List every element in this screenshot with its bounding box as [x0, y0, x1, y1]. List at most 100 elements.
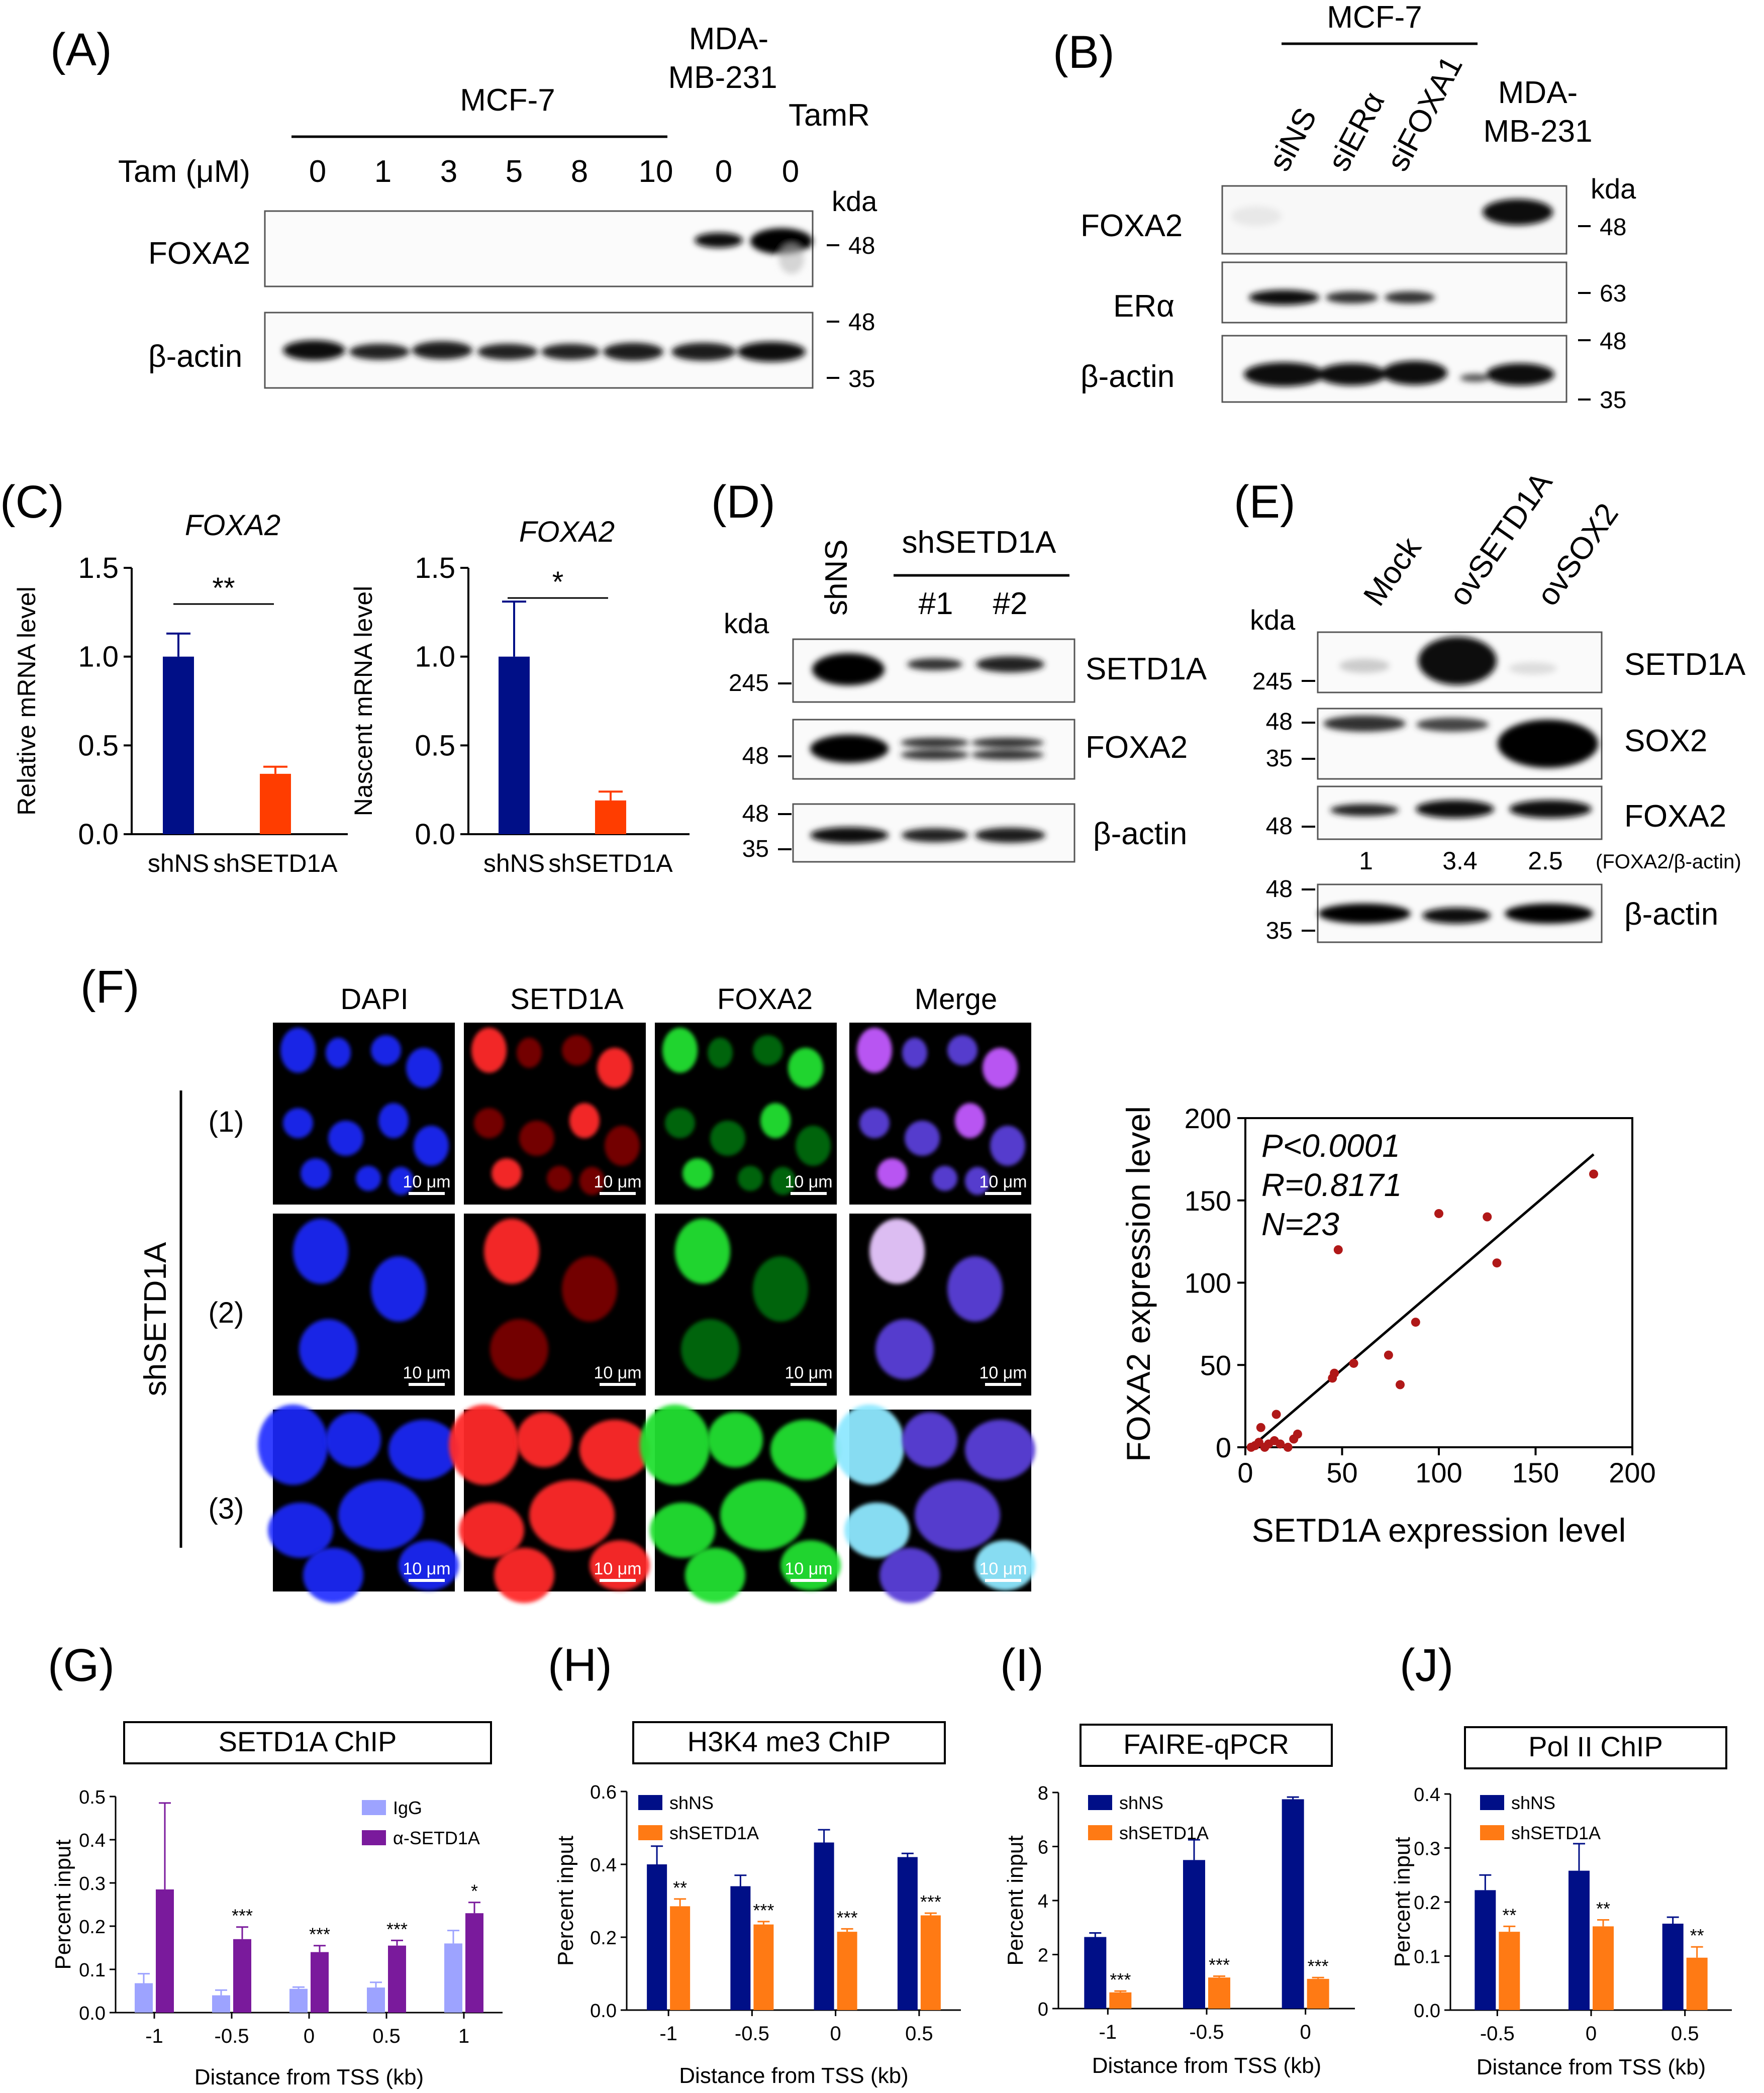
nucleus: [650, 1503, 715, 1558]
column-label: DAPI: [340, 983, 408, 1016]
legend-label: shSETD1A: [669, 1823, 759, 1843]
nucleus: [474, 1108, 504, 1138]
nucleus: [879, 1548, 940, 1603]
y-tick-label: 1.0: [415, 641, 455, 673]
lane-label: #2: [993, 586, 1028, 621]
nucleus: [753, 1035, 783, 1065]
y-tick-label: 0.0: [415, 818, 455, 851]
panel-a-tam-label: Tam (μM): [118, 154, 250, 189]
bar: [753, 1924, 774, 2010]
marker: 245: [729, 670, 769, 696]
y-axis-label: Percent input: [51, 1839, 75, 1969]
nucleus: [834, 1405, 905, 1485]
nucleus: [770, 1420, 841, 1480]
x-tick-label: -1: [1099, 2021, 1117, 2043]
significance-marker: ***: [1308, 1956, 1329, 1976]
y-tick-label: 1.0: [78, 641, 119, 673]
nucleus: [414, 1126, 449, 1166]
panel-j-letter: (J): [1400, 1640, 1453, 1691]
scale-bar-label: 10 μm: [594, 1172, 641, 1191]
significance-marker: ***: [232, 1906, 253, 1926]
bar: [260, 773, 291, 834]
bar: [1686, 1957, 1708, 2010]
blot-label-foxa2: FOXA2: [148, 236, 250, 271]
bar: [730, 1886, 751, 2010]
marker: 35: [848, 366, 875, 392]
x-tick-label: 0: [1586, 2023, 1597, 2045]
scatter-point: [1434, 1209, 1443, 1218]
x-tick-label: 0.5: [905, 2023, 933, 2045]
x-tick-label: 0.5: [1671, 2023, 1699, 2045]
bar: [156, 1889, 174, 2013]
nucleus: [590, 1540, 650, 1590]
x-axis-label: Distance from TSS (kb): [194, 2065, 424, 2089]
y-tick-label: 0: [1216, 1432, 1231, 1463]
panel-g: (G) SETD1A ChIP 0.0 0.1 0.2 0.3 0.4 0.5 -1 -0.5 *…: [48, 1640, 503, 2089]
ratio-value: 3.4: [1442, 847, 1478, 875]
bar: [388, 1945, 406, 2013]
x-tick-label: 0: [830, 2023, 841, 2045]
micrograph-grid: 10 μm 10 μm 10 μm 10 μm 10 μm 10 μm 10 μm 10 μm…: [258, 1023, 1035, 1603]
x-axis-label: Distance from TSS (kb): [679, 2063, 908, 2088]
marker: 48: [1600, 214, 1626, 241]
chart-title: FOXA2: [519, 516, 615, 548]
x-tick-label: 0: [304, 2025, 315, 2047]
bar: [233, 1939, 251, 2013]
legend-label: IgG: [393, 1798, 422, 1818]
bar: [499, 656, 530, 834]
x-tick-label: 0.5: [372, 2025, 401, 2047]
nucleus: [301, 1158, 331, 1188]
nucleus: [905, 1121, 940, 1156]
legend-swatch: [1480, 1795, 1504, 1810]
panel-d: (D) shNS shSETD1A #1 #2 kda SETD1A FOXA2: [711, 476, 1207, 863]
significance-marker: **: [673, 1877, 687, 1898]
bar: [837, 1932, 857, 2010]
nucleus: [356, 1166, 381, 1191]
scatter-point: [1293, 1429, 1302, 1439]
nucleus: [859, 1108, 890, 1138]
nucleus: [371, 1256, 426, 1322]
nucleus: [857, 1028, 892, 1073]
y-tick-label: 0.4: [1414, 1784, 1440, 1806]
bar: [647, 1864, 667, 2010]
scale-bar-label: 10 μm: [979, 1172, 1027, 1191]
chart-f-scatter: 0 50 100 150 200 200 150 100 50 0 P<0.0001R=0.8171…: [1120, 1103, 1656, 1549]
marker: 245: [1252, 668, 1293, 695]
nucleus: [955, 1103, 985, 1138]
y-tick-label: 0.0: [78, 818, 119, 851]
y-tick-label: 8: [1038, 1783, 1048, 1804]
bar: [1208, 1977, 1230, 2009]
significance-marker: **: [212, 572, 235, 605]
y-tick-label: 0.3: [1414, 1839, 1440, 1860]
y-tick-label: 0.1: [1414, 1947, 1440, 1968]
panel-d-letter: (D): [711, 476, 775, 528]
bar: [465, 1913, 483, 2013]
blot-label-er-alpha: ERα: [1113, 289, 1174, 324]
legend-swatch: [1088, 1795, 1112, 1810]
chart-title-box: [1464, 1726, 1727, 1769]
dose-label: 3: [440, 154, 457, 189]
ratio-label: (FOXA2/β-actin): [1596, 851, 1741, 873]
marker: 48: [742, 743, 769, 769]
chart-i: FAIRE-qPCR 0 2 4 6 8 -1 *** -0.5 *** 0 *** shNS shSET…: [1003, 1724, 1355, 2078]
ratio-value: 1: [1359, 847, 1373, 875]
row-label: (3): [209, 1492, 244, 1525]
significance-marker: ***: [386, 1919, 408, 1939]
x-tick-label: -1: [659, 2023, 677, 2045]
lane-label: ovSOX2: [1530, 497, 1625, 612]
panel-j: (J) Pol II ChIP 0.0 0.1 0.2 0.3 0.4 -0.5 ** 0 ** 0…: [1390, 1640, 1732, 2079]
x-axis-label: Distance from TSS (kb): [1477, 2055, 1706, 2079]
legend-label: shNS: [1119, 1792, 1163, 1813]
nucleus: [902, 1038, 927, 1068]
legend-swatch: [638, 1825, 662, 1840]
nucleus: [388, 1167, 414, 1195]
column-label: FOXA2: [717, 983, 813, 1016]
x-tick-label: 200: [1609, 1457, 1655, 1488]
panel-i-letter: (I): [1000, 1640, 1044, 1691]
blot-foxa2: [264, 210, 814, 287]
y-tick-label: 0.0: [1414, 2001, 1440, 2022]
nucleus: [338, 1480, 424, 1550]
bar: [1109, 1992, 1132, 2009]
panel-d-group: shSETD1A: [902, 525, 1056, 560]
blot-label-foxa2: FOXA2: [1086, 730, 1188, 765]
